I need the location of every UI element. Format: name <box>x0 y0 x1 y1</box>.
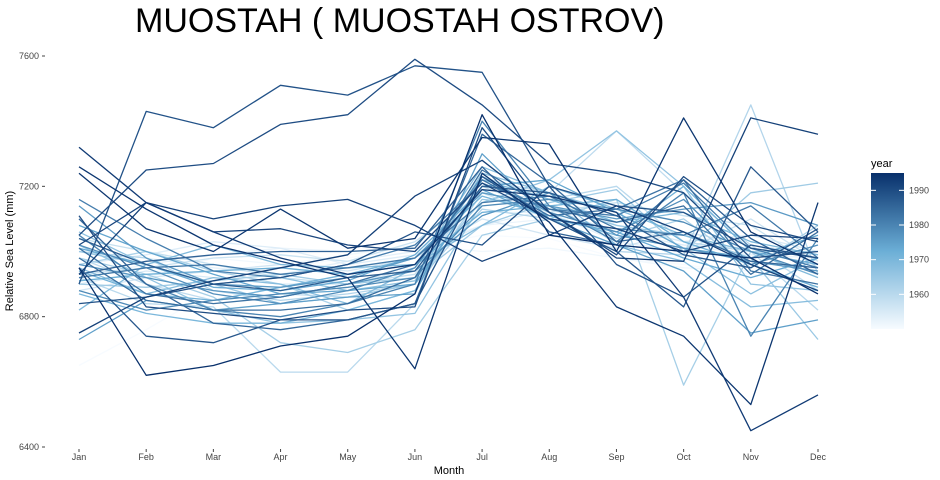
legend-colorbar <box>871 173 904 329</box>
x-tick-label: Jul <box>476 452 488 462</box>
legend-tick-label: 1970 <box>909 255 929 265</box>
x-tick-label: May <box>339 452 357 462</box>
x-tick-label: Jun <box>408 452 423 462</box>
series-line-1963 <box>78 198 818 386</box>
series-line-1984 <box>78 169 819 311</box>
x-axis-title: Month <box>434 465 465 477</box>
legend-title: year <box>871 158 893 170</box>
chart-title: MUOSTAH ( MUOSTAH OSTROV) <box>135 2 665 40</box>
legend-tick-label: 1990 <box>909 185 929 195</box>
series-line-1988 <box>78 166 819 344</box>
x-tick-label: Mar <box>206 452 222 462</box>
x-tick-label: Oct <box>677 452 692 462</box>
color-legend: year 1960 1970 1980 1990 <box>871 158 929 329</box>
x-tick-label: Apr <box>274 452 288 462</box>
y-axis-title: Relative Sea Level (mm) <box>4 191 16 311</box>
y-tick-label: 7600 <box>19 51 39 61</box>
series-line-1990b <box>78 58 819 259</box>
legend-ticks: 1960 1970 1980 1990 <box>871 185 929 299</box>
x-axis: Jan Feb Mar Apr May Jun Jul Aug Sep Oct Nov Dec <box>72 449 827 462</box>
x-tick-label: Nov <box>743 452 760 462</box>
y-tick-label: 6800 <box>19 312 39 322</box>
legend-tick-label: 1980 <box>909 220 929 230</box>
series-line-1994 <box>78 166 819 406</box>
series-line-1989b <box>78 65 819 285</box>
y-axis: 6400 6800 7200 7600 <box>19 51 45 452</box>
plot-area <box>78 58 819 432</box>
series-line-1982 <box>78 195 819 279</box>
series-line-1966 <box>78 130 819 324</box>
series-line-1989 <box>78 185 819 305</box>
series-line-1995 <box>78 114 819 376</box>
series-line-1986 <box>78 166 819 275</box>
x-tick-label: Jan <box>72 452 87 462</box>
x-tick-label: Dec <box>810 452 827 462</box>
x-tick-label: Sep <box>608 452 624 462</box>
legend-tick-label: 1960 <box>909 289 929 299</box>
series-line-1992b <box>78 198 819 292</box>
y-tick-label: 7200 <box>19 181 39 191</box>
series-line-1964 <box>78 182 819 288</box>
series-line-1993 <box>78 146 819 432</box>
x-tick-label: Feb <box>138 452 154 462</box>
series-line-1976 <box>78 192 819 288</box>
series-line-1987 <box>78 185 819 292</box>
series-line-1983 <box>78 179 819 305</box>
series-line-1994b <box>78 117 819 266</box>
y-tick-label: 6400 <box>19 442 39 452</box>
x-tick-label: Aug <box>541 452 557 462</box>
